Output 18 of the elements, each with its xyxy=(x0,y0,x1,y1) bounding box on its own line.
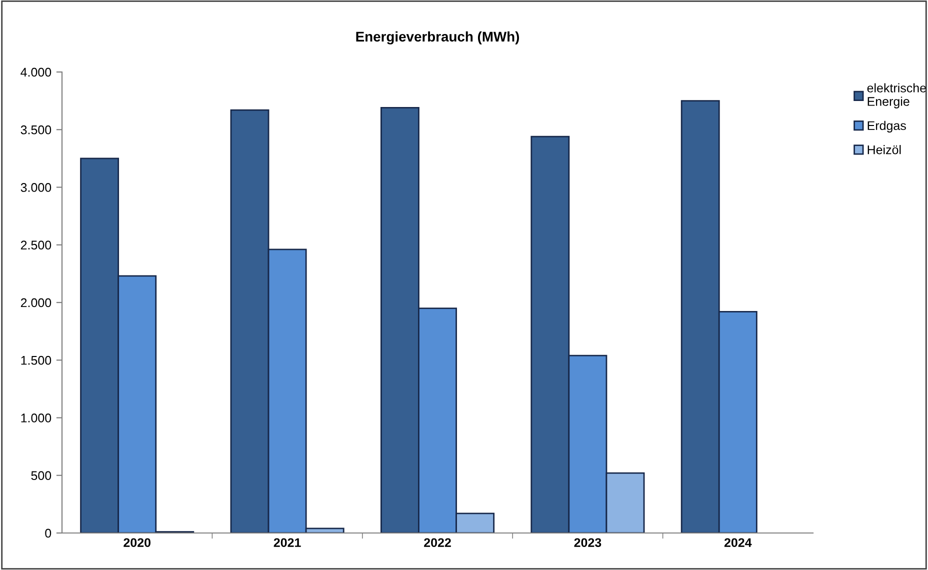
chart-title: Energieverbrauch (MWh) xyxy=(356,31,519,44)
y-tick-label: 3.000 xyxy=(20,183,52,192)
y-tick-label: 3.500 xyxy=(20,125,52,134)
x-tick-label: 2024 xyxy=(724,538,752,548)
legend-label: Heizöl xyxy=(868,145,901,154)
y-tick-label: 2.500 xyxy=(20,240,52,250)
x-tick-label: 2021 xyxy=(274,538,301,548)
y-tick-label: 4.000 xyxy=(20,68,52,77)
y-tick-label: 1.000 xyxy=(21,414,52,422)
legend-label: elektrische Energie xyxy=(867,83,926,108)
y-tick-label: 1.500 xyxy=(21,356,52,365)
legend-label: Erdgas xyxy=(868,120,906,133)
x-tick-label: 2020 xyxy=(124,538,150,548)
y-tick-label: 500 xyxy=(31,471,52,480)
x-tick-label: 2022 xyxy=(424,538,451,548)
x-tick-label: 2023 xyxy=(574,538,602,548)
y-tick-label: 0 xyxy=(45,528,52,538)
y-tick-label: 2.000 xyxy=(20,298,52,308)
